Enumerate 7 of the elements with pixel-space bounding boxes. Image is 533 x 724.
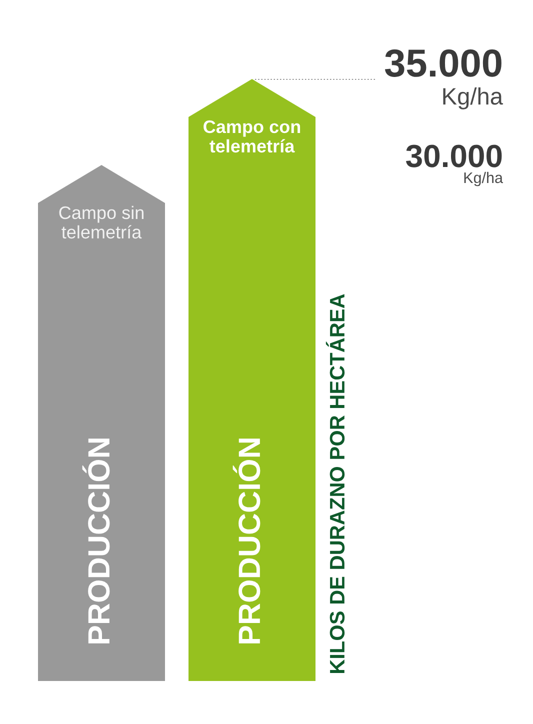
x-tick-label: Campo con telemetría (204, 120, 300, 153)
x-tick-label: Campo sin telemetría (59, 206, 144, 239)
y-tick-label: 35.000 Kg/ha (384, 49, 503, 110)
annotation: PRODUCCIÓN (82, 438, 110, 644)
y-axis-title: KILOS DE DURAZNO POR HECTÁREA (326, 294, 345, 674)
y-tick-label: 30.000 Kg/ha (406, 144, 503, 186)
annotation: PRODUCCIÓN (232, 438, 260, 644)
